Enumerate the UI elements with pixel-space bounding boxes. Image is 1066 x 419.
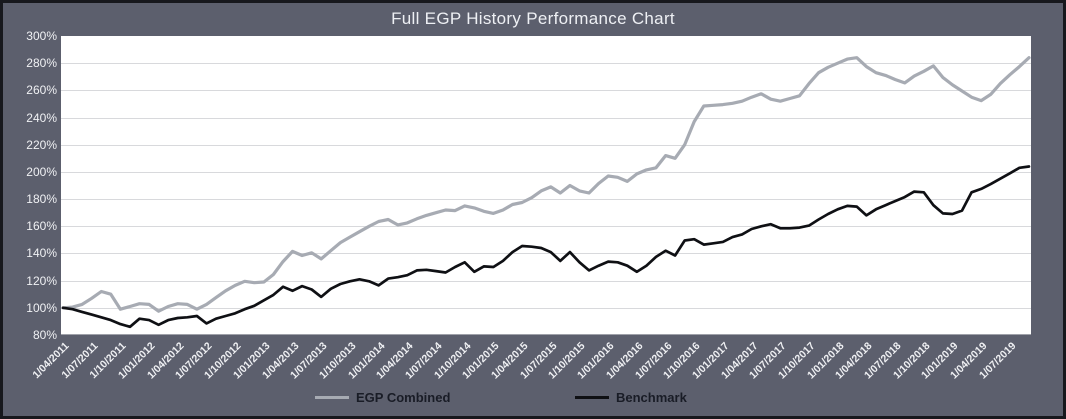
y-axis-label: 200% bbox=[26, 164, 57, 179]
benchmark-line bbox=[61, 165, 1031, 329]
gridline-140 bbox=[61, 253, 1031, 255]
y-axis-label: 100% bbox=[26, 300, 57, 315]
y-axis-label: 120% bbox=[26, 273, 57, 288]
chart-title: Full EGP History Performance Chart bbox=[391, 9, 675, 28]
y-axis-label: 220% bbox=[26, 137, 57, 152]
y-axis-label: 140% bbox=[26, 246, 57, 261]
gridline-280 bbox=[61, 63, 1031, 65]
y-axis-label: 240% bbox=[26, 110, 57, 125]
plot-area bbox=[61, 36, 1031, 335]
gridline-100 bbox=[61, 307, 1031, 309]
gridline-240 bbox=[61, 117, 1031, 119]
y-axis-label: 80% bbox=[32, 328, 57, 342]
gridline-220 bbox=[61, 144, 1031, 146]
gridline-180 bbox=[61, 199, 1031, 201]
legend-item-egp-combined: EGP Combined bbox=[315, 390, 450, 405]
benchmark-swatch bbox=[575, 396, 609, 399]
gridline-260 bbox=[61, 90, 1031, 92]
y-axis-label: 300% bbox=[26, 29, 57, 43]
gridline-160 bbox=[61, 226, 1031, 228]
y-axis-label: 160% bbox=[26, 219, 57, 234]
gridline-120 bbox=[61, 280, 1031, 282]
egp-combined-swatch bbox=[315, 396, 349, 399]
egp-combined-line bbox=[61, 56, 1031, 313]
chart-legend: EGP Combined Benchmark bbox=[3, 390, 1063, 412]
y-axis-label: 280% bbox=[26, 56, 57, 71]
legend-label-egp-combined: EGP Combined bbox=[356, 390, 451, 405]
series-lines bbox=[61, 56, 1031, 329]
y-axis-label: 180% bbox=[26, 192, 57, 207]
legend-item-benchmark: Benchmark bbox=[575, 390, 687, 405]
gridline-200 bbox=[61, 171, 1031, 173]
y-axis-label: 260% bbox=[26, 83, 57, 98]
legend-label-benchmark: Benchmark bbox=[616, 390, 687, 405]
